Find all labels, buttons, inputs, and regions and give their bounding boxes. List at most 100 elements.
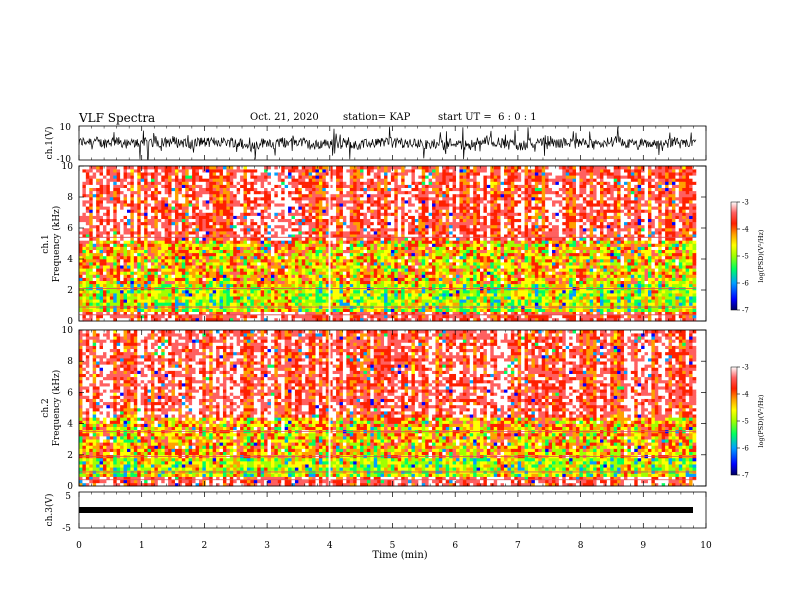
- spectrogram-cell: [384, 169, 388, 173]
- spectrogram-cell: [205, 240, 210, 244]
- spectrogram-cell: [243, 302, 248, 306]
- spectrogram-cell: [181, 249, 186, 254]
- spectrogram-cell: [390, 262, 395, 266]
- spectrogram-cell: [212, 299, 217, 303]
- spectrogram-cell: [185, 271, 189, 275]
- spectrogram-cell: [267, 259, 272, 263]
- spectrogram-cell: [401, 290, 405, 294]
- spectrogram-cell: [140, 259, 145, 263]
- spectrogram-cell: [305, 259, 309, 263]
- spectrogram-cell: [89, 259, 94, 263]
- spectrogram-cell: [390, 243, 395, 247]
- spectrogram-cell: [144, 234, 148, 238]
- spectrogram-cell: [325, 178, 330, 182]
- spectrogram-cell: [253, 277, 258, 281]
- spectrogram-cell: [205, 166, 210, 170]
- spectrogram-cell: [222, 166, 227, 170]
- spectrogram-cell: [346, 221, 351, 226]
- spectrogram-cell: [411, 237, 416, 241]
- spectrogram-cell: [209, 274, 213, 278]
- spectrogram-cell: [270, 181, 275, 185]
- spectrogram-cell: [192, 231, 196, 235]
- spectrogram-cell: [198, 193, 203, 198]
- spectrogram-cell: [363, 200, 368, 204]
- spectrogram-cell: [161, 184, 165, 188]
- spectrogram-cell: [205, 237, 210, 241]
- spectrogram-cell: [85, 265, 90, 269]
- spectrogram-cell: [250, 193, 255, 198]
- spectrogram-cell: [384, 172, 388, 176]
- spectrogram-cell: [150, 203, 155, 207]
- spectrogram-cell: [353, 193, 357, 198]
- spectrogram-cell: [96, 296, 100, 300]
- spectrogram-cell: [147, 262, 152, 266]
- spectrogram-cell: [250, 197, 255, 201]
- spectrogram-cell: [192, 246, 196, 250]
- spectrogram-cell: [270, 283, 275, 288]
- spectrogram-cell: [394, 283, 399, 288]
- spectrogram-cell: [126, 187, 131, 192]
- spectrogram-cell: [188, 209, 193, 213]
- spectrogram-cell: [150, 175, 155, 179]
- spectrogram-cell: [147, 203, 152, 207]
- spectrogram-cell: [99, 265, 104, 269]
- spectrogram-cell: [267, 283, 272, 288]
- spectrogram-cell: [264, 246, 268, 250]
- spectrogram-cell: [99, 169, 104, 173]
- spectrogram-cell: [253, 212, 258, 216]
- spectrogram-cell: [92, 187, 97, 192]
- spectrogram-cell: [294, 283, 299, 288]
- spectrogram-cell: [96, 172, 100, 176]
- spectrogram-cell: [339, 224, 344, 229]
- spectrogram-cell: [373, 228, 378, 232]
- spectrogram-cell: [384, 296, 388, 300]
- spectrogram-cell: [219, 206, 224, 210]
- spectrogram-cell: [161, 240, 165, 244]
- spectrogram-cell: [329, 184, 333, 188]
- spectrogram-cell: [226, 228, 231, 232]
- spectrogram-cell: [144, 228, 148, 232]
- spectrogram-cell: [168, 296, 172, 300]
- spectrogram-cell: [370, 190, 375, 195]
- spectrogram-cell: [109, 308, 114, 312]
- spectrogram-cell: [346, 228, 351, 232]
- spectrogram-cell: [353, 209, 357, 213]
- spectrogram-cell: [164, 268, 169, 272]
- spectrogram-cell: [322, 271, 327, 275]
- spectrogram-cell: [147, 234, 152, 238]
- spectrogram-cell: [144, 268, 148, 272]
- spectrogram-cell: [312, 187, 316, 192]
- spectrogram-cell: [301, 290, 306, 294]
- spectrogram-cell: [260, 169, 265, 173]
- spectrogram-cell: [291, 175, 296, 179]
- spectrogram-cell: [339, 172, 344, 176]
- waveform-ch1-frame: [78, 125, 707, 161]
- spectrogram-cell: [161, 187, 165, 192]
- spectrogram-cell: [236, 293, 241, 297]
- spectrogram-cell: [387, 311, 392, 316]
- spectrogram-cell: [219, 262, 224, 266]
- spectrogram-cell: [356, 231, 361, 235]
- spectrogram-cell: [79, 283, 83, 288]
- spectrogram-cell: [257, 218, 261, 223]
- spectrogram-cell: [294, 277, 299, 281]
- spectrogram-cell: [408, 228, 412, 232]
- spectrogram-cell: [339, 311, 344, 316]
- spectrogram-cell: [89, 175, 94, 179]
- spectrogram-cell: [133, 243, 138, 247]
- spectrogram-cell: [92, 277, 97, 281]
- spectrogram-cell: [181, 280, 186, 285]
- spectrogram-cell: [188, 268, 193, 272]
- spectrogram-cell: [226, 240, 231, 244]
- spectrogram-cell: [356, 224, 361, 229]
- spectrogram-cell: [243, 283, 248, 288]
- spectrogram-cell: [349, 197, 354, 201]
- spectrogram-cell: [205, 255, 210, 260]
- spectrogram-cell: [284, 237, 289, 241]
- spectrogram-cell: [82, 184, 87, 188]
- spectrogram-cell: [360, 252, 364, 257]
- spectrogram-cell: [308, 290, 313, 294]
- spectrogram-cell: [212, 271, 217, 275]
- spectrogram-cell: [102, 234, 107, 238]
- spectrogram-cell: [226, 224, 231, 229]
